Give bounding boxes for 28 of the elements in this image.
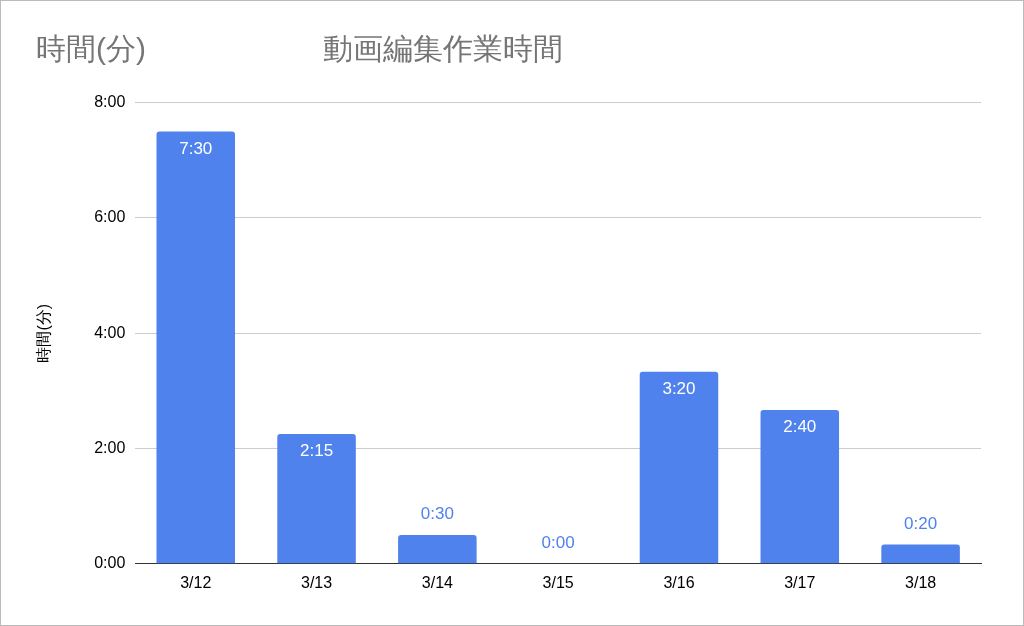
bar: [760, 410, 840, 564]
y-tick-label: 2:00: [94, 438, 126, 456]
x-tick-label: 3/15: [542, 573, 574, 591]
data-label: 2:15: [300, 441, 334, 461]
data-label: 0:20: [904, 513, 938, 533]
bar: [639, 371, 719, 564]
text: 時間(分): [36, 31, 146, 67]
x-tick-label: 3/17: [784, 573, 816, 591]
x-tick-label: 3/13: [300, 573, 333, 591]
x-tick-label: 3/12: [180, 573, 212, 591]
data-label: 3:20: [662, 378, 696, 398]
chart-title: 動画編集作業時間: [323, 31, 563, 67]
y-axis-title: 時間(分): [35, 303, 53, 363]
y-tick-label: 0:00: [94, 554, 126, 572]
x-tick-label: 3/18: [905, 573, 937, 591]
data-label: 7:30: [179, 138, 213, 158]
y-tick-label: 4:00: [94, 323, 126, 341]
y-tick-label: 8:00: [94, 93, 126, 111]
bar: [156, 131, 236, 564]
data-label: 0:30: [420, 504, 454, 524]
bar: [277, 434, 356, 564]
data-label: 2:40: [783, 417, 817, 437]
y-tick-label: 6:00: [94, 208, 126, 226]
x-tick-label: 3/16: [663, 573, 695, 591]
bar: [881, 544, 960, 564]
x-tick-label: 3/14: [421, 573, 454, 591]
data-label: 0:00: [541, 532, 575, 552]
bar: [398, 534, 477, 564]
